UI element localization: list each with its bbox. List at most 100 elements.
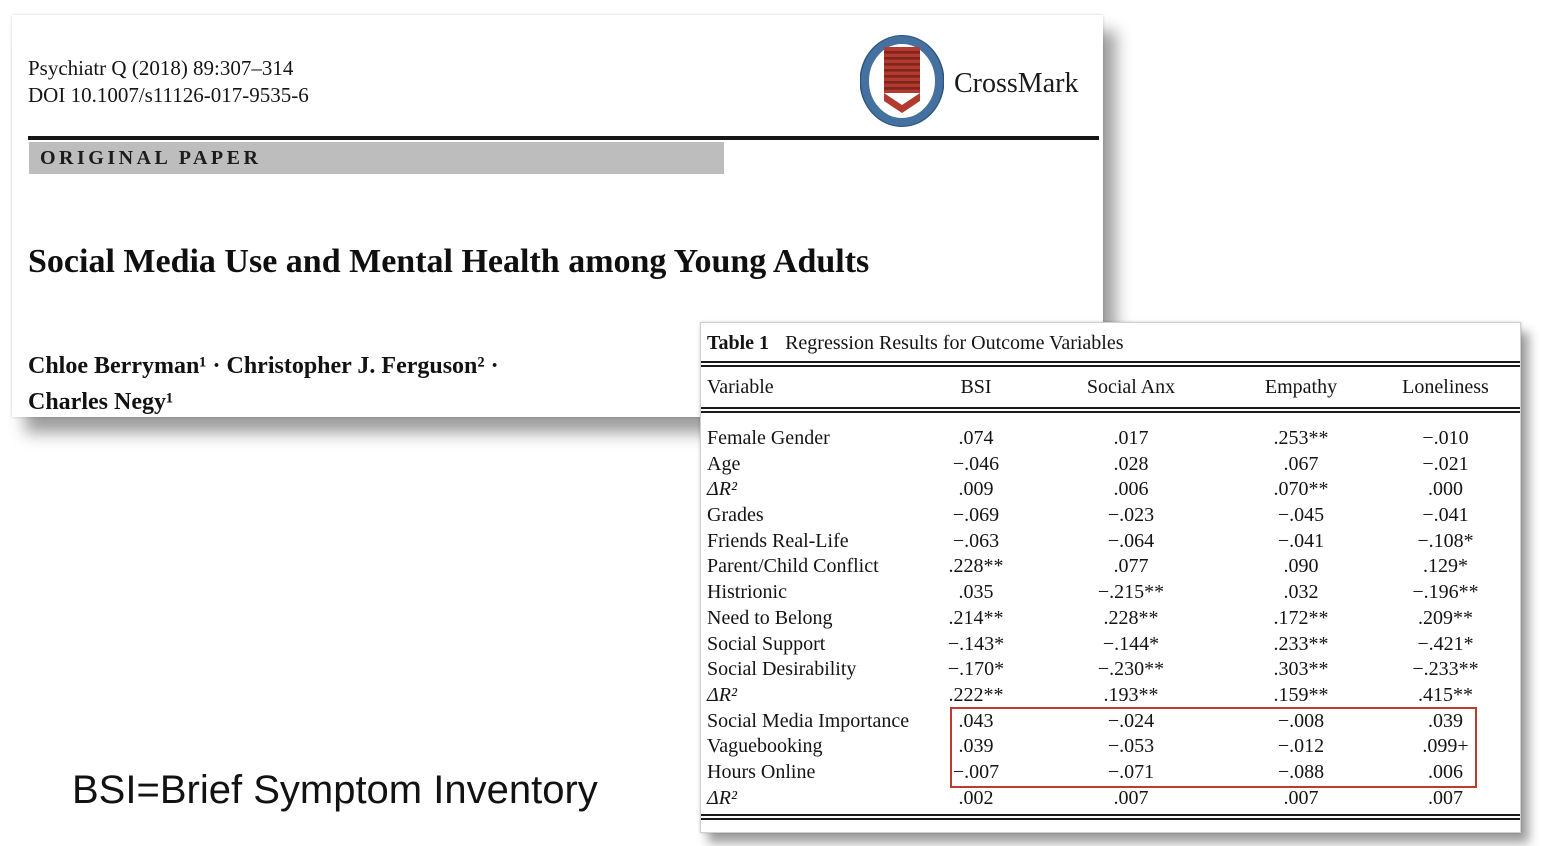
row-value: −.007 [952,760,1000,783]
row-value: .007 [1428,786,1463,809]
row-value: −.008 [1277,709,1325,732]
annotation-note: BSI=Brief Symptom Inventory [72,768,598,812]
paper-card: Psychiatr Q (2018) 89:307–314 DOI 10.100… [12,15,1103,417]
row-value: .035 [958,581,994,604]
table-row: Social Media Importance .043 −.024 −.008 .03… [701,709,1520,735]
table-row: Hours Online −.007 −.071 −.088 .006 [701,760,1520,786]
row-value: .193** [1103,683,1159,706]
row-value: .006 [1113,478,1149,501]
section-label-bar: ORIGINAL PAPER [29,142,724,174]
citation-line: Psychiatr Q (2018) 89:307–314 [28,56,294,80]
row-label: Parent/Child Conflict [707,555,879,578]
row-value: −.170* [947,658,1005,681]
row-value: .303** [1273,658,1329,681]
row-value: .077 [1113,555,1149,578]
row-value: .159** [1273,683,1329,706]
row-value: −.041 [1422,504,1469,527]
row-label: Female Gender [707,427,830,449]
row-value: .172** [1273,606,1329,629]
table-row: Parent/Child Conflict .228** .077 .090 .129* [701,554,1520,580]
table-row: Need to Belong .214** .228** .172** .209** [701,606,1520,632]
authors-line: Charles Negy¹ [28,389,174,415]
table-row: Female Gender .074 .017 .253** −.010 [701,426,1520,452]
row-label: Social Desirability [707,658,857,681]
row-label: ΔR² [707,786,737,809]
row-value: −.024 [1107,709,1155,732]
row-value: .007 [1113,786,1149,809]
row-value: .253** [1273,427,1329,449]
row-value: .228** [948,555,1004,578]
row-value: .028 [1113,452,1149,475]
row-value: .007 [1283,786,1319,809]
crossmark-logo-icon [859,35,945,132]
row-value: −.064 [1107,529,1155,552]
row-value: −.046 [952,452,1000,475]
row-value: −.088 [1277,760,1325,783]
column-header-social-anx: Social Anx [1086,376,1176,398]
row-label: Age [707,452,741,475]
row-label: Social Support [707,632,826,655]
row-value: .222** [948,683,1004,706]
row-value: −.021 [1422,452,1469,475]
row-label: Friends Real-Life [707,529,849,552]
row-value: −.421* [1417,632,1474,655]
table-row: Social Support −.143* −.144* .233** −.421* [701,632,1520,658]
table-caption-text: Regression Results for Outcome Variables [785,332,1124,354]
row-value: .039 [1428,709,1463,732]
row-value: −.063 [952,529,1000,552]
table-body: Female Gender .074 .017 .253** −.010 Age −.046… [701,413,1520,811]
table-figure: Table 1 Regression Results for Outcome Va… [700,322,1521,833]
table-top-rule [701,361,1520,367]
table-caption-label: Table 1 [707,332,770,354]
row-value: −.041 [1277,529,1325,552]
row-value: .129* [1423,555,1468,578]
row-value: .017 [1113,427,1149,449]
row-value: .000 [1428,478,1463,501]
row-value: −.010 [1422,427,1469,449]
table-row: ΔR² .009 .006 .070** .000 [701,477,1520,503]
header-rule [28,136,1099,140]
row-value: .099+ [1422,735,1469,758]
table-row: Vaguebooking .039 −.053 −.012 .099+ [701,734,1520,760]
row-label: Vaguebooking [707,735,823,758]
row-value: .209** [1418,606,1473,629]
row-value: .233** [1273,632,1329,655]
doi-line: DOI 10.1007/s11126-017-9535-6 [28,83,309,107]
table-row: ΔR² .002 .007 .007 .007 [701,786,1520,812]
row-value: .006 [1428,760,1463,783]
table-row: Social Desirability −.170* −.230** .303** −.… [701,657,1520,683]
paper-authors: Chloe Berryman¹ · Christopher J. Ferguso… [28,348,499,420]
table-bottom-rule [701,814,1520,821]
row-label: Need to Belong [707,606,833,629]
section-label: ORIGINAL PAPER [40,147,262,169]
highlight-box [950,707,1477,788]
crossmark-label: CrossMark [954,67,1079,99]
row-label: Grades [707,504,764,527]
row-label: ΔR² [707,478,737,501]
row-value: −.069 [952,504,1000,527]
row-value: .415** [1418,683,1473,706]
authors-line: Chloe Berryman¹ · Christopher J. Ferguso… [28,353,499,379]
table-row: Histrionic .035 −.215** .032 −.196** [701,580,1520,606]
row-value: .214** [948,606,1004,629]
row-value: −.215** [1097,581,1165,604]
table-row: Age −.046 .028 .067 −.021 [701,452,1520,478]
row-value: .009 [958,478,994,501]
row-value: .032 [1283,581,1319,604]
row-value: −.108* [1417,529,1474,552]
row-label: Hours Online [707,760,816,783]
row-value: .090 [1283,555,1319,578]
row-label: Social Media Importance [707,709,910,732]
column-header-empathy: Empathy [1264,376,1338,398]
row-value: −.143* [947,632,1005,655]
row-value: .074 [958,427,994,449]
table-caption: Table 1 Regression Results for Outcome Va… [707,330,1520,357]
crossmark-badge: CrossMark [859,35,1079,132]
row-value: −.230** [1097,658,1165,681]
paper-title: Social Media Use and Mental Health among… [28,243,870,280]
table-header-rule [701,407,1520,413]
table-row: Grades −.069 −.023 −.045 −.041 [701,503,1520,529]
row-value: .002 [958,786,994,809]
column-header-variable: Variable [707,376,774,398]
